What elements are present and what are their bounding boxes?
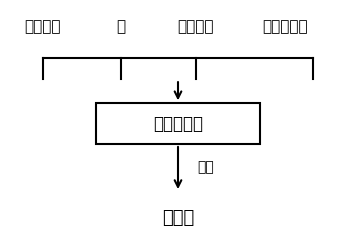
Text: 路易斯酸: 路易斯酸 [178,19,214,34]
Text: 植物多糖: 植物多糖 [25,19,61,34]
Bar [96,103,260,144]
Text: 高压反应釜: 高压反应釜 [153,115,203,132]
Text: 水: 水 [116,19,126,34]
Text: 布朗斯特酸: 布朗斯特酸 [262,19,308,34]
Text: 反应液: 反应液 [162,209,194,228]
Text: 冷却: 冷却 [198,160,214,174]
